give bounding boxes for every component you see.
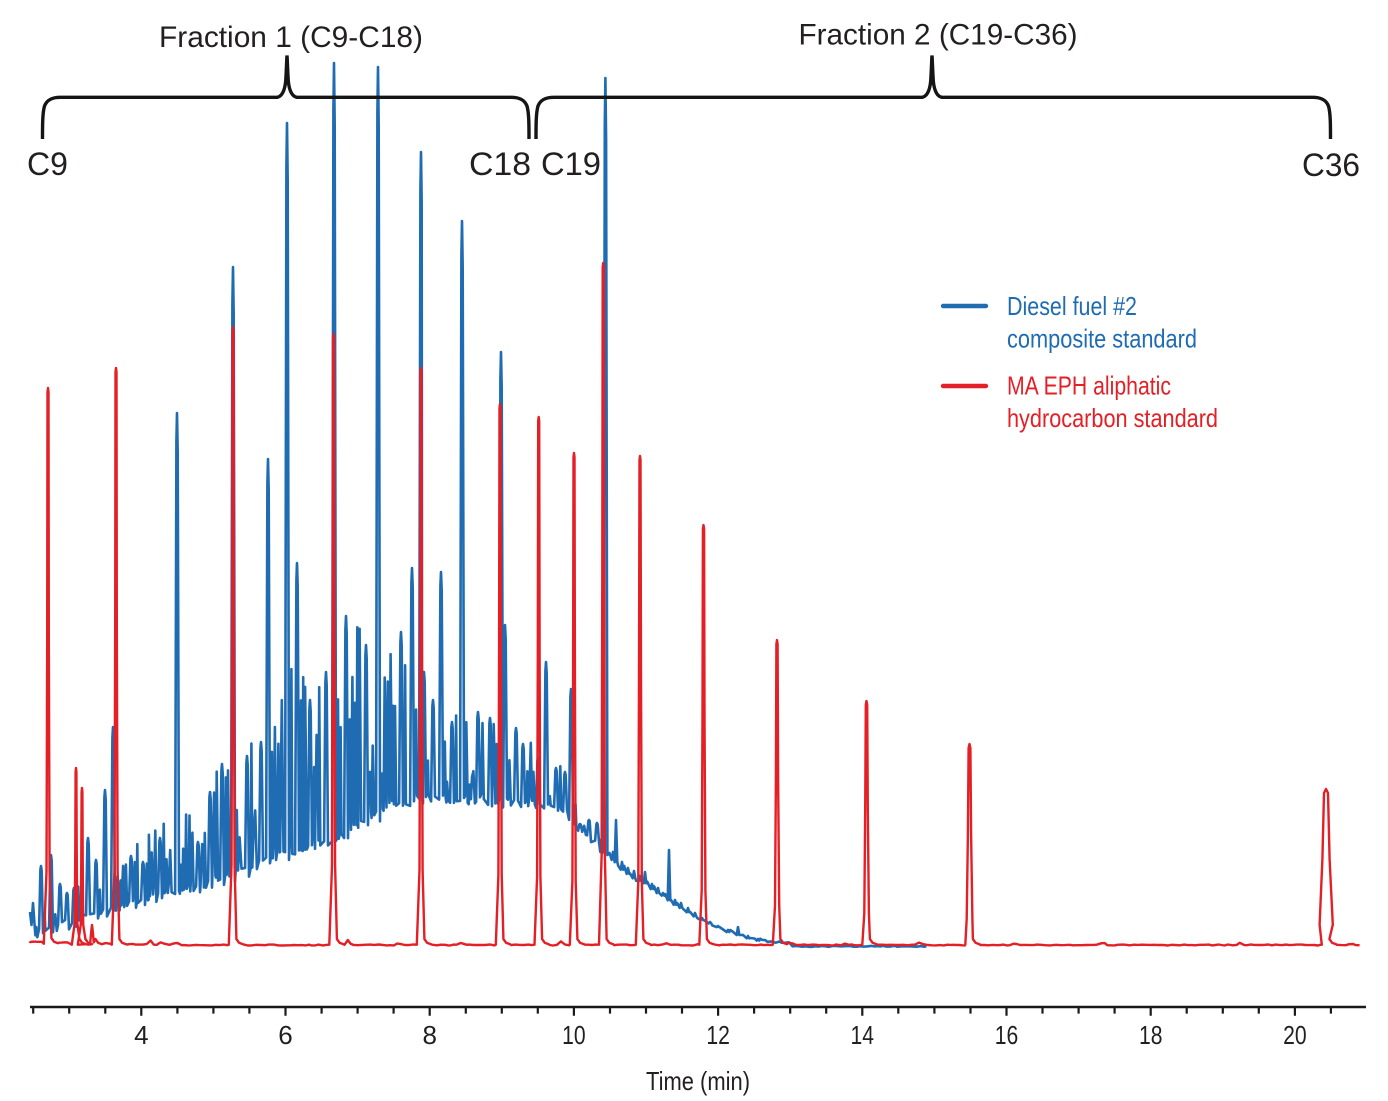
- svg-text:18: 18: [1139, 1020, 1163, 1050]
- svg-text:Fraction 1 (C9-C18): Fraction 1 (C9-C18): [159, 21, 423, 54]
- svg-text:composite standard: composite standard: [1007, 324, 1197, 354]
- svg-text:C36: C36: [1302, 147, 1360, 183]
- svg-text:6: 6: [278, 1020, 292, 1050]
- svg-text:C18: C18: [469, 146, 531, 182]
- svg-text:Diesel fuel #2: Diesel fuel #2: [1007, 291, 1137, 321]
- svg-text:20: 20: [1283, 1020, 1307, 1050]
- svg-text:14: 14: [851, 1020, 875, 1050]
- svg-text:16: 16: [995, 1020, 1019, 1050]
- svg-text:4: 4: [134, 1020, 148, 1050]
- svg-text:Time (min): Time (min): [646, 1066, 750, 1096]
- svg-text:10: 10: [562, 1020, 586, 1050]
- svg-text:Fraction 2 (C19-C36): Fraction 2 (C19-C36): [799, 19, 1078, 52]
- svg-text:8: 8: [422, 1020, 436, 1050]
- svg-text:hydrocarbon standard: hydrocarbon standard: [1007, 403, 1218, 433]
- svg-text:12: 12: [706, 1020, 730, 1050]
- svg-text:MA EPH aliphatic: MA EPH aliphatic: [1007, 371, 1171, 401]
- svg-text:C9: C9: [27, 146, 68, 182]
- svg-text:C19: C19: [541, 146, 601, 182]
